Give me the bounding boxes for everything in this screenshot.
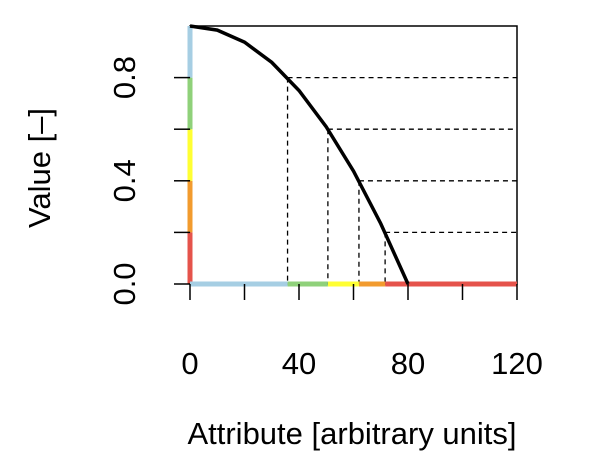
data-line [189,24,410,285]
y-tick-label: 0.0 [107,262,142,305]
x-tick-label: 0 [181,346,198,381]
y-tick-label: 0.4 [107,159,142,202]
x-axis-label: Attribute [arbitrary units] [187,416,516,451]
y-tick-label: 0.8 [107,56,142,99]
x-tick-label: 80 [391,346,425,381]
x-tick-label: 120 [491,346,543,381]
y-axis-label: Value [–] [22,108,57,228]
plot-frame [189,25,518,285]
x-tick-label: 40 [282,346,316,381]
